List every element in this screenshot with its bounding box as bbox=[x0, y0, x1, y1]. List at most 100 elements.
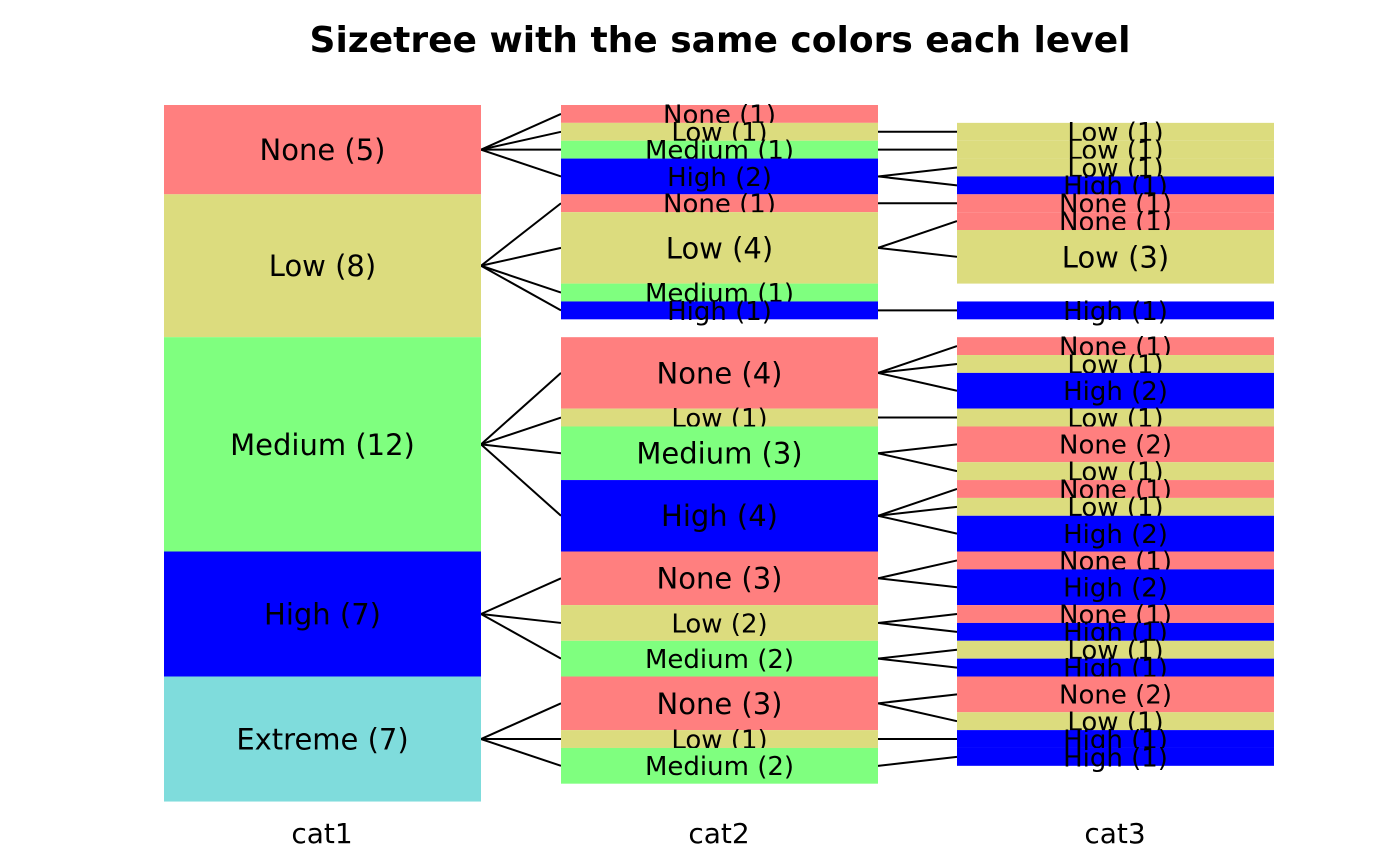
connector-0-1 bbox=[480, 130, 562, 151]
connector-3-2-1 bbox=[877, 657, 958, 669]
segment-cat2-none-4-0 bbox=[561, 676, 878, 731]
segment-label-cat3-low-1-1-1: Low (3) bbox=[1062, 240, 1169, 274]
segment-cat3-low-3-2-0 bbox=[957, 640, 1274, 659]
segment-cat3-low-0-3-0 bbox=[957, 158, 1274, 177]
segment-cat1-low-1 bbox=[164, 194, 481, 338]
connector-2-0-2 bbox=[877, 371, 958, 392]
connector-4-2-0 bbox=[877, 755, 958, 767]
segment-cat3-high-3-2-1 bbox=[957, 658, 1274, 677]
column-label-cat2: cat2 bbox=[688, 817, 749, 850]
segment-cat2-medium-4-2 bbox=[561, 747, 878, 784]
segment-label-cat2-high-0-3: High (2) bbox=[667, 163, 772, 193]
connector-3-2 bbox=[480, 613, 562, 660]
segment-cat2-low-0-1 bbox=[561, 122, 878, 141]
segment-cat3-low-1-1-1 bbox=[957, 230, 1274, 284]
segment-label-cat3-high-3-0-1: High (2) bbox=[1063, 574, 1168, 604]
segment-label-cat2-low-1-1: Low (4) bbox=[666, 231, 773, 265]
segment-cat3-low-2-1-0 bbox=[957, 408, 1274, 427]
connector-3-0-1 bbox=[877, 577, 958, 589]
segment-cat1-medium-2 bbox=[164, 337, 481, 552]
segment-cat3-low-2-2-1 bbox=[957, 462, 1274, 481]
segment-label-cat2-medium-3-2: Medium (2) bbox=[645, 645, 794, 675]
segment-cat3-none-2-2-0 bbox=[957, 426, 1274, 463]
connector-1-2 bbox=[480, 264, 562, 294]
segment-cat3-high-0-3-1 bbox=[957, 176, 1274, 195]
segment-label-cat2-high-2-3: High (4) bbox=[661, 499, 778, 533]
segment-cat1-extreme-4 bbox=[164, 676, 481, 802]
column-label-cat3: cat3 bbox=[1084, 817, 1145, 850]
connector-2-3-1 bbox=[877, 505, 958, 517]
segment-cat2-low-2-1 bbox=[561, 408, 878, 427]
connector-2-3-2 bbox=[877, 514, 958, 535]
segment-label-cat1-medium-2: Medium (12) bbox=[230, 428, 415, 462]
segment-label-cat2-medium-4-2: Medium (2) bbox=[645, 752, 794, 782]
segment-label-cat2-none-2-0: None (4) bbox=[657, 356, 783, 390]
segment-cat3-high-2-3-2 bbox=[957, 515, 1274, 552]
segment-cat3-high-4-1-0 bbox=[957, 730, 1274, 748]
segment-label-cat2-low-3-1: Low (2) bbox=[671, 609, 767, 639]
connector-3-1 bbox=[480, 613, 562, 624]
segment-cat2-low-4-1 bbox=[561, 730, 878, 748]
segment-cat1-high-3 bbox=[164, 551, 481, 677]
segment-cat3-none-3-1-0 bbox=[957, 605, 1274, 623]
connector-0-3 bbox=[480, 148, 562, 178]
segment-cat3-low-0-1-0 bbox=[957, 122, 1274, 141]
segment-label-cat3-none-4-0-0: None (2) bbox=[1059, 681, 1172, 711]
connector-3-0-0 bbox=[877, 559, 958, 580]
connector-2-0-1 bbox=[877, 362, 958, 374]
connector-2-0 bbox=[480, 372, 562, 446]
connector-2-3 bbox=[480, 443, 562, 517]
segment-label-cat1-high-3: High (7) bbox=[264, 597, 381, 631]
segment-cat1-none-0 bbox=[164, 105, 481, 195]
segment-cat2-low-1-1 bbox=[561, 212, 878, 284]
segment-cat3-high-3-1-1 bbox=[957, 622, 1274, 641]
connector-1-3 bbox=[480, 264, 562, 312]
segment-label-cat3-high-4-2-0: High (1) bbox=[1063, 743, 1168, 773]
segment-cat2-none-1-0 bbox=[561, 194, 878, 213]
segment-cat3-none-1-1-0 bbox=[957, 212, 1274, 231]
connector-0-3-0 bbox=[877, 166, 958, 178]
segment-cat3-high-2-0-2 bbox=[957, 372, 1274, 409]
segment-label-cat1-extreme-4: Extreme (7) bbox=[236, 722, 408, 756]
connector-0-3-1 bbox=[877, 175, 958, 187]
connector-3-1-1 bbox=[877, 621, 958, 633]
connector-1-0 bbox=[480, 202, 562, 267]
segment-cat3-none-3-0-0 bbox=[957, 551, 1274, 570]
segment-cat2-none-3-0 bbox=[561, 551, 878, 606]
segment-cat3-none-1-0-0 bbox=[957, 194, 1274, 213]
segment-label-cat3-none-2-2-0: None (2) bbox=[1059, 431, 1172, 461]
segment-cat2-none-2-0 bbox=[561, 337, 878, 409]
segment-cat3-low-0-2-0 bbox=[957, 140, 1274, 159]
segment-label-cat2-none-3-0: None (3) bbox=[657, 562, 783, 596]
connector-3-2-0 bbox=[877, 648, 958, 660]
connector-lines bbox=[480, 113, 958, 767]
connector-0-0 bbox=[480, 113, 562, 151]
connector-2-3-0 bbox=[877, 488, 958, 517]
segment-cat3-none-2-0-0 bbox=[957, 337, 1274, 356]
segment-cat2-medium-1-2 bbox=[561, 283, 878, 302]
segment-cat3-high-3-0-1 bbox=[957, 569, 1274, 606]
segment-cat2-low-3-1 bbox=[561, 605, 878, 641]
connector-4-0-0 bbox=[877, 693, 958, 705]
segment-label-cat2-high-1-3: High (1) bbox=[667, 297, 772, 327]
segment-cat3-none-4-0-0 bbox=[957, 676, 1274, 713]
column-label-cat1: cat1 bbox=[291, 817, 352, 850]
segment-label-cat3-high-2-0-2: High (2) bbox=[1063, 377, 1168, 407]
segment-cat3-low-4-0-1 bbox=[957, 712, 1274, 731]
segment-label-cat3-high-2-3-2: High (2) bbox=[1063, 520, 1168, 550]
connector-4-0 bbox=[480, 702, 562, 740]
connector-3-1-0 bbox=[877, 613, 958, 624]
segment-cat3-none-2-3-0 bbox=[957, 480, 1274, 498]
segment-cat3-high-4-2-0 bbox=[957, 747, 1274, 766]
segment-label-cat1-none-0: None (5) bbox=[260, 133, 386, 167]
connector-4-2 bbox=[480, 738, 562, 767]
segment-cat2-medium-2-2 bbox=[561, 426, 878, 481]
connector-4-0-1 bbox=[877, 702, 958, 723]
connector-2-0-0 bbox=[877, 345, 958, 374]
segment-label-cat2-none-4-0: None (3) bbox=[657, 687, 783, 721]
segment-cat3-low-2-3-1 bbox=[957, 497, 1274, 516]
segment-cat2-none-0-0 bbox=[561, 105, 878, 123]
connector-2-1 bbox=[480, 416, 562, 446]
chart-title: Sizetree with the same colors each level bbox=[310, 20, 1131, 61]
connector-1-1-0 bbox=[877, 220, 958, 249]
